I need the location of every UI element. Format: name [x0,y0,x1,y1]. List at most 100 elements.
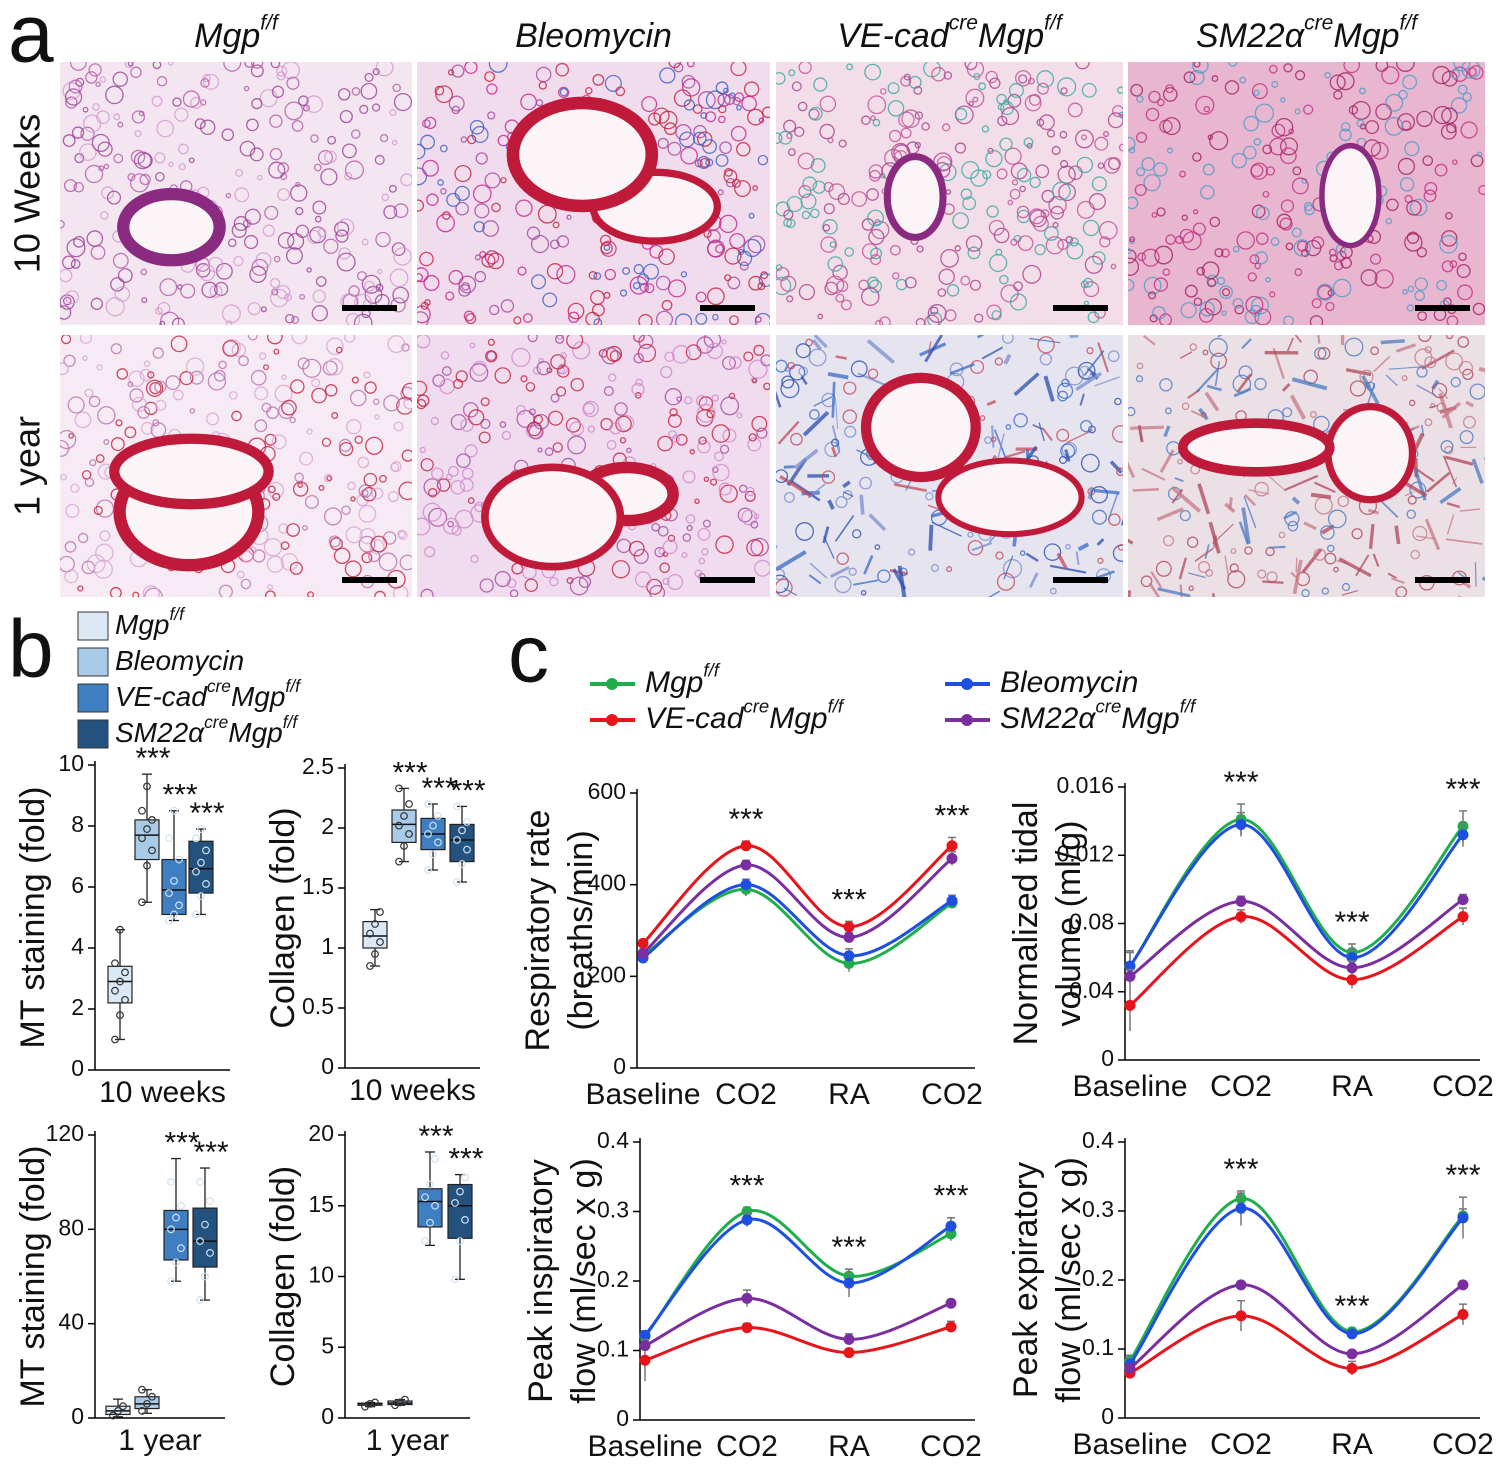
tissue-cell [802,176,818,192]
tissue-cell [751,377,758,384]
tissue-fiber [1137,425,1144,443]
tissue-cell [326,475,332,482]
tissue-cell [776,132,783,144]
tissue-cell [250,62,264,69]
legend-label-part: cre [1095,695,1121,716]
tissue-cell [711,394,719,402]
tissue-cell [1333,566,1339,573]
tissue-cell [60,219,65,229]
x-tick-label: Baseline [1072,1070,1187,1103]
tissue-cell [1293,239,1311,257]
tissue-cell [964,62,978,71]
legend-label-part: Bleomycin [1000,666,1138,699]
data-point [371,920,379,928]
micrograph-bg [60,62,412,325]
tissue-cell [1052,181,1071,201]
tissue-cell [336,252,356,272]
tissue-cell [1145,107,1160,122]
data-point [461,1215,469,1224]
tissue-cell [1313,347,1327,360]
tissue-cell [240,550,254,563]
tissue-cell [464,444,478,458]
column-title-part: Mgp [194,17,260,55]
tissue-cell [195,263,211,278]
tissue-cell [904,276,917,289]
tissue-cell [819,95,837,113]
tissue-cell [604,268,616,281]
tissue-cell [388,184,397,193]
tissue-cell [1283,315,1294,325]
tissue-cell [417,394,430,407]
box [161,858,187,916]
tissue-cell [715,535,734,554]
tissue-cell [1339,128,1352,142]
tissue-cell [1268,64,1278,74]
y-axis-label: flow (ml/sec x g) [565,1158,603,1404]
tissue-cell [672,345,691,364]
tissue-cell [719,444,730,454]
tissue-cell [748,212,755,219]
tissue-cell [1137,252,1147,262]
tissue-cell [697,527,711,541]
legend-swatch [77,611,109,641]
tissue-cell [437,179,444,186]
tissue-cell [302,358,322,378]
tissue-cell [795,343,811,359]
tissue-cell [533,414,544,425]
box [449,823,475,863]
tissue-cell [748,433,757,442]
tissue-cell [1162,87,1178,102]
tissue-cell [982,170,992,180]
tissue-cell [571,341,591,360]
tissue-cell [424,116,437,130]
tissue-cell [277,188,291,202]
tissue-cell [556,386,567,397]
data-point [138,834,146,843]
tissue-cell [431,467,444,480]
tissue-cell [800,193,817,210]
tissue-cell [967,540,984,556]
x-tick-label: CO2 [1210,1070,1272,1103]
y-tick-label: 0.012 [1056,840,1114,866]
tissue-fiber [1292,559,1303,595]
tissue-cell [369,539,385,555]
tissue-cell [401,382,412,400]
tissue-cell [903,73,911,81]
series-dot [1346,1362,1358,1374]
tissue-cell [1401,120,1412,131]
tissue-cell [810,208,820,219]
tissue-cell [651,522,661,532]
tissue-cell [1007,199,1014,206]
column-title-part: VE-cad [837,17,950,55]
series-dot [639,1354,651,1366]
legend-label-part: cre [204,712,228,732]
tissue-cell [600,234,612,246]
tissue-cell [129,173,150,193]
tissue-cell [361,238,369,246]
tissue-cell [350,496,356,502]
tissue-cell [739,261,749,271]
tissue-cell [1156,207,1166,217]
significance: *** [729,1169,764,1202]
tissue-fiber [1291,496,1301,505]
tissue-cell [399,554,412,571]
scale-bar [1053,305,1108,311]
tissue-cell [344,560,362,578]
tissue-cell [748,359,768,379]
tissue-cell [447,520,454,528]
tissue-cell [565,417,581,433]
tissue-cell [1397,157,1416,175]
tissue-cell [95,499,115,518]
tissue-cell [835,496,848,509]
tissue-cell [383,394,400,412]
tissue-cell [1247,272,1257,282]
data-point [175,901,183,910]
tissue-cell [870,254,882,266]
tissue-cell [1384,116,1404,136]
tissue-cell [925,492,934,501]
tissue-fiber [1439,486,1462,505]
data-point [421,1237,429,1246]
tissue-cell [500,299,515,313]
tissue-cell [1153,277,1169,292]
tissue-cell [667,534,676,543]
